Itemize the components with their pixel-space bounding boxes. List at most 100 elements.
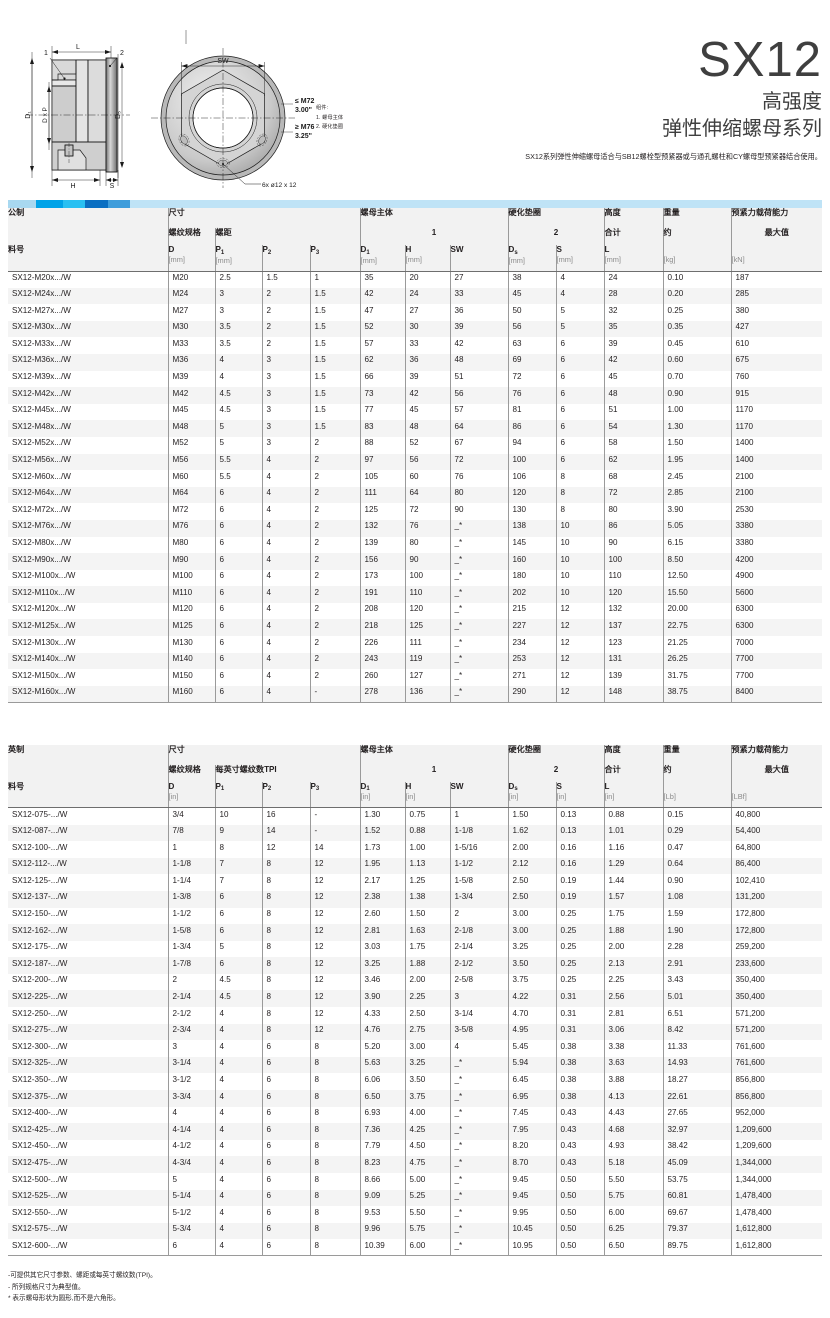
table-cell: 8 [261,1023,310,1041]
table-cell: 8 [309,1056,361,1074]
table-cell: 10 [555,536,605,554]
table-cell: 8 [214,841,262,858]
dim-label-Ds: D₅ [115,111,122,119]
table-row: SX12-M42x.../W M42 4.5 3 1.5 73 42 56 76 6 48 0.90 9… [8,387,823,404]
table-cell: 350,400 [730,990,823,1008]
table-row: SX12-M160x.../W M160 6 4-278 136 _* 290 12 148 38… [8,685,823,703]
table-cell: 8.70 [507,1156,557,1173]
table-cell: 915 [730,387,823,404]
table-row: SX12-350-.../W 3-1/2 4 6 8 6.06 3.50 _* 6.45 0.38… [8,1073,823,1091]
table-row: SX12-M90x.../W M90 6 4 2 156 90 _* 160 10 100 8.50 4… [8,553,823,570]
table-row: SX12-M24x.../W M24 3 2 1.5 42 24 33 45 4 28 0.20 285 [8,287,823,305]
metric-group-system: 公制 [8,208,168,228]
table-cell: _* [449,602,509,620]
table-cell: 111 [404,636,451,653]
table-cell: 6.50 [359,1090,406,1107]
table-row: SX12-450-.../W 4-1/2 4 6 8 7.79 4.50 _* 8.20 0.43… [8,1139,823,1157]
table-cell: 1.29 [603,857,664,875]
table-row: SX12-525-.../W 5-1/4 4 6 8 9.09 5.25 _* 9.45 0.50… [8,1189,823,1207]
table-cell: M120 [167,602,215,620]
imperial-col-D1: D1 [in] [359,781,406,809]
table-cell: _* [449,1156,509,1173]
table-cell: 1,209,600 [730,1123,823,1140]
table-cell: 2.60 [359,907,406,925]
table-cell: 1.73 [359,841,406,858]
table-cell: 6 [214,669,262,686]
table-cell: 173 [359,569,406,587]
table-cell: 42 [449,337,509,354]
table-cell: M160 [167,685,215,703]
metric-col-L: L [mm] [603,245,664,272]
table-cell: 1.75 [603,907,664,925]
table-cell: 120 [404,602,451,620]
table-cell: 4.5 [214,973,262,991]
table-cell: 187 [730,271,823,288]
imperial-unit-D: [in] [168,792,179,802]
table-cell: 3.75 [404,1090,451,1107]
table-cell: 2.00 [404,973,451,991]
table-cell: 2 [167,973,215,991]
table-cell: 6300 [730,619,823,637]
table-cell: 2-1/2 [449,957,509,974]
table-cell: 27.65 [662,1106,732,1124]
table-cell: 6 [555,337,605,354]
table-cell: 6.25 [603,1222,664,1240]
table-cell: 0.15 [662,807,732,825]
table-cell: 6.15 [662,536,732,554]
table-cell: 1.00 [662,403,732,421]
metric-col-P2: P2 [261,245,310,272]
table-row: SX12-250-.../W 2-1/2 4 8 12 4.33 2.50 3-1/4 4.70… [8,1007,823,1024]
metric-col-P3: P3 [309,245,361,272]
table-cell: 3.88 [603,1073,664,1091]
table-cell: 14.93 [662,1056,732,1074]
table-cell: 8 [555,503,605,520]
table-cell: 2-3/4 [167,1023,215,1041]
table-cell: _* [449,1189,509,1207]
table-cell: 1.63 [404,924,451,941]
table-cell: 4 [214,353,262,371]
table-cell: M36 [167,353,215,371]
table-cell: 12 [309,857,361,875]
table-cell: 0.50 [555,1206,605,1223]
table-row: SX12-400-.../W 4 4 6 8 6.93 4.00 _* 7.45 0.43 4.43… [8,1106,823,1124]
table-cell: 0.10 [662,271,732,288]
table-cell: 56 [404,453,451,471]
table-cell: 2 [309,586,361,603]
table-cell: 1-1/8 [449,824,509,842]
table-cell: 6 [555,403,605,421]
table-cell: 8.66 [359,1173,406,1190]
table-cell: 2.25 [404,990,451,1008]
decorative-color-bar [8,200,822,208]
table-cell: 6.51 [662,1007,732,1024]
table-cell: 226 [359,636,406,653]
table-cell: 2.91 [662,957,732,974]
cell-part-number: SX12-425-.../W [8,1123,168,1140]
table-cell: 38.75 [662,685,732,703]
table-cell: 76 [507,387,557,404]
table-cell: 4.95 [507,1023,557,1041]
table-cell: 8 [309,1106,361,1124]
table-cell: 1.5 [309,304,361,321]
metric-unit-P1: [mm] [215,255,232,265]
table-cell: 5.01 [662,990,732,1008]
table-cell: 3380 [730,519,823,537]
table-cell: 571,200 [730,1007,823,1024]
table-row: SX12-200-.../W 2 4.5 8 12 3.46 2.00 2-5/8 3.75 0.… [8,973,823,991]
table-cell: 36 [404,353,451,371]
table-cell: 3.90 [359,990,406,1008]
page-subtitle-2: 弹性伸缩螺母系列 [662,118,822,140]
table-cell: 8 [309,1123,361,1140]
table-cell: 3-1/4 [449,1007,509,1024]
cell-part-number: SX12-M64x.../W [8,486,168,504]
table-cell: 8 [309,1222,361,1240]
table-cell: 4 [214,1040,262,1057]
table-cell: 6 [214,553,262,570]
table-cell: 2 [261,320,310,338]
table-cell: 4 [261,636,310,653]
table-cell: 1,209,600 [730,1139,823,1157]
table-cell: 227 [507,619,557,637]
table-cell: 2 [309,619,361,637]
table-cell: 3.50 [507,957,557,974]
table-cell: 0.38 [555,1090,605,1107]
table-cell: 2 [309,453,361,471]
